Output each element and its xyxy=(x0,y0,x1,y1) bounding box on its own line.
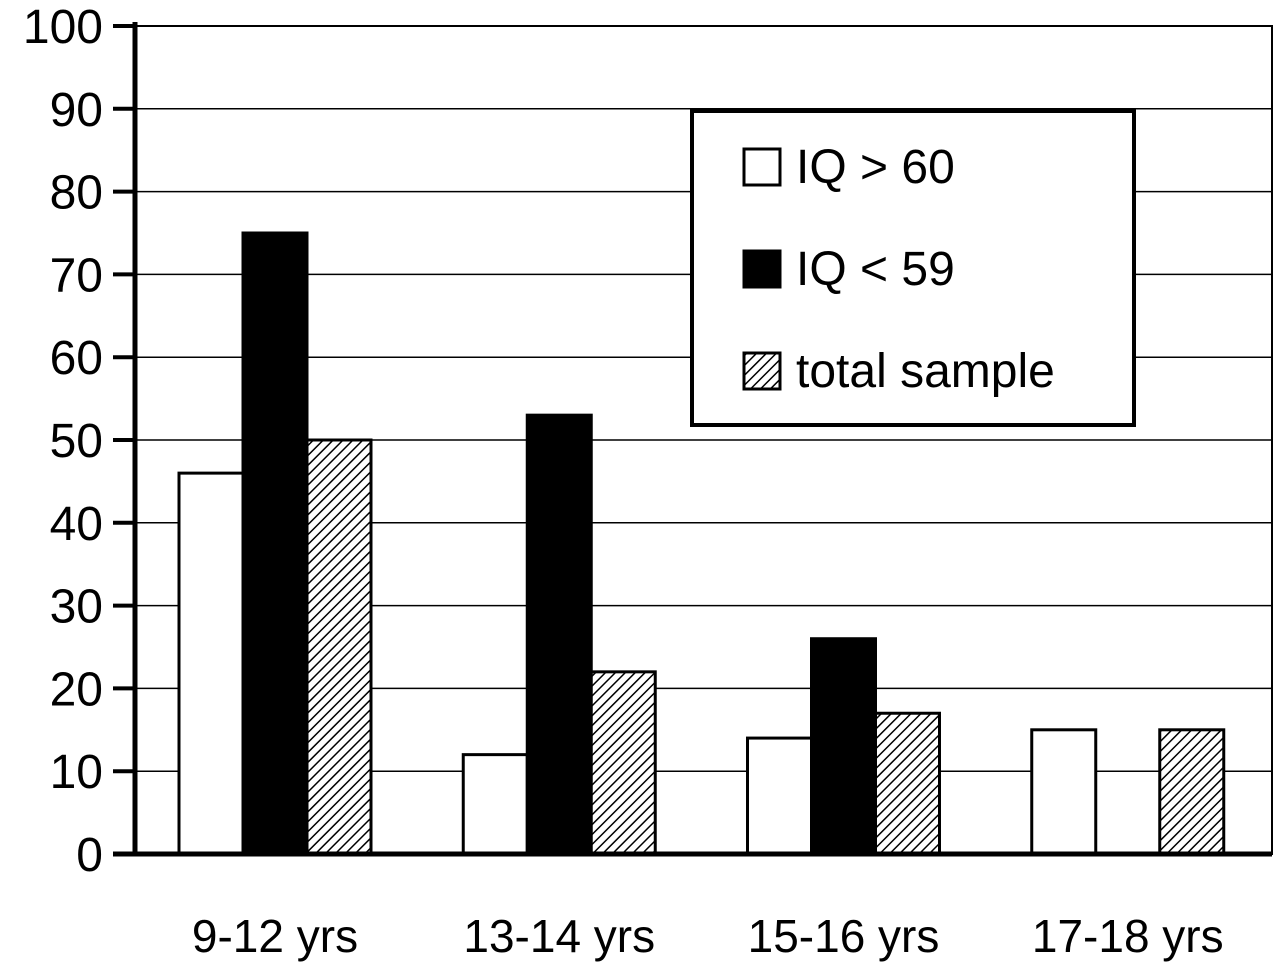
legend-swatch-iq-59 xyxy=(742,249,782,289)
bar-iq-60-15-16-yrs xyxy=(746,736,813,856)
bar-iq-60-9-12-yrs xyxy=(177,471,245,856)
y-tick-label-100: 100 xyxy=(23,1,103,54)
y-tick-labels: 0 10 20 30 40 50 60 70 80 90 100 xyxy=(23,1,103,882)
y-tick-label-10: 10 xyxy=(50,746,103,799)
legend-label-iq-60: IQ > 60 xyxy=(796,141,955,194)
y-tick-label-0: 0 xyxy=(76,829,103,882)
bar-iq-59-13-14-yrs xyxy=(525,413,593,856)
legend-label-total-sample: total sample xyxy=(796,345,1055,398)
x-category-label-9-12-yrs: 9-12 yrs xyxy=(192,910,358,962)
bar-iq-60-13-14-yrs xyxy=(461,753,529,856)
bar-iq-59-9-12-yrs xyxy=(241,231,309,856)
bars xyxy=(177,231,1226,856)
y-tick-label-30: 30 xyxy=(50,581,103,634)
legend-swatch-iq-60 xyxy=(742,147,782,187)
x-category-label-13-14-yrs: 13-14 yrs xyxy=(463,910,655,962)
legend: IQ > 60 IQ < 59 total sample xyxy=(690,109,1136,427)
bar-total-sample-13-14-yrs xyxy=(589,670,657,856)
y-tick-label-80: 80 xyxy=(50,167,103,220)
bar-total-sample-9-12-yrs xyxy=(305,438,373,856)
y-tick-label-60: 60 xyxy=(50,332,103,385)
x-category-label-15-16-yrs: 15-16 yrs xyxy=(748,910,940,962)
bar-total-sample-17-18-yrs xyxy=(1158,728,1226,856)
y-tick-label-20: 20 xyxy=(50,663,103,716)
y-tick-label-40: 40 xyxy=(50,498,103,551)
y-tick-label-70: 70 xyxy=(50,249,103,302)
x-category-labels: 9-12 yrs 13-14 yrs 15-16 yrs 17-18 yrs xyxy=(192,910,1224,962)
y-tick-label-50: 50 xyxy=(50,415,103,468)
y-tick-label-90: 90 xyxy=(50,84,103,137)
legend-label-iq-59: IQ < 59 xyxy=(796,243,955,296)
legend-swatch-total-sample xyxy=(742,351,782,391)
bar-iq-59-15-16-yrs xyxy=(810,637,877,856)
bar-total-sample-15-16-yrs xyxy=(874,711,941,856)
x-category-label-17-18-yrs: 17-18 yrs xyxy=(1032,910,1224,962)
bar-iq-60-17-18-yrs xyxy=(1030,728,1098,856)
axes xyxy=(113,22,1272,857)
